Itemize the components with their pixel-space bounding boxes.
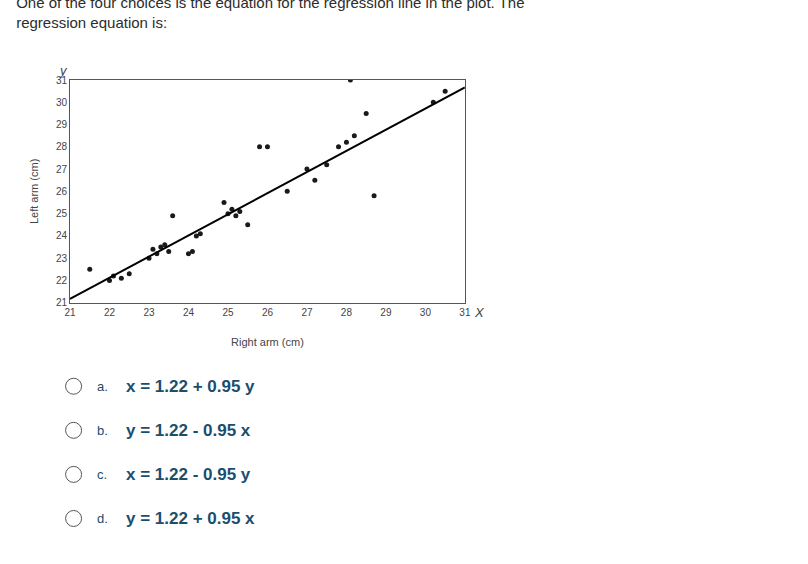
svg-text:22: 22 — [56, 275, 68, 286]
svg-text:a.: a. — [97, 379, 108, 394]
svg-text:24: 24 — [183, 307, 195, 318]
svg-text:Right arm (cm): Right arm (cm) — [231, 336, 304, 348]
svg-text:23: 23 — [143, 307, 155, 318]
svg-text:d.: d. — [97, 511, 108, 526]
svg-text:b.: b. — [97, 423, 108, 438]
svg-text:Left arm (cm): Left arm (cm) — [28, 159, 40, 224]
svg-text:31: 31 — [459, 307, 471, 318]
svg-text:29: 29 — [56, 119, 68, 130]
svg-text:24: 24 — [56, 230, 68, 241]
svg-text:31: 31 — [56, 75, 68, 86]
svg-text:One of the four choices is the: One of the four choices is the equation … — [16, 0, 524, 31]
svg-text:c.: c. — [97, 467, 107, 482]
svg-text:25: 25 — [222, 307, 234, 318]
svg-text:y: y — [59, 63, 68, 78]
svg-text:y = 1.22 + 0.95 x: y = 1.22 + 0.95 x — [126, 509, 255, 528]
svg-text:30: 30 — [56, 97, 68, 108]
svg-text:X: X — [474, 305, 485, 320]
svg-text:26: 26 — [262, 307, 274, 318]
svg-text:28: 28 — [56, 141, 68, 152]
svg-text:27: 27 — [301, 307, 313, 318]
svg-text:23: 23 — [56, 253, 68, 264]
svg-text:x = 1.22 - 0.95 y: x = 1.22 - 0.95 y — [126, 465, 251, 484]
svg-text:x = 1.22 + 0.95 y: x = 1.22 + 0.95 y — [126, 377, 255, 396]
svg-text:28: 28 — [341, 307, 353, 318]
svg-text:21: 21 — [64, 307, 76, 318]
svg-text:26: 26 — [56, 186, 68, 197]
svg-text:29: 29 — [380, 307, 392, 318]
svg-text:y = 1.22 - 0.95 x: y = 1.22 - 0.95 x — [126, 421, 251, 440]
svg-text:30: 30 — [420, 307, 432, 318]
svg-text:25: 25 — [56, 208, 68, 219]
svg-text:27: 27 — [56, 164, 68, 175]
svg-text:21: 21 — [56, 297, 68, 308]
svg-text:22: 22 — [104, 307, 116, 318]
